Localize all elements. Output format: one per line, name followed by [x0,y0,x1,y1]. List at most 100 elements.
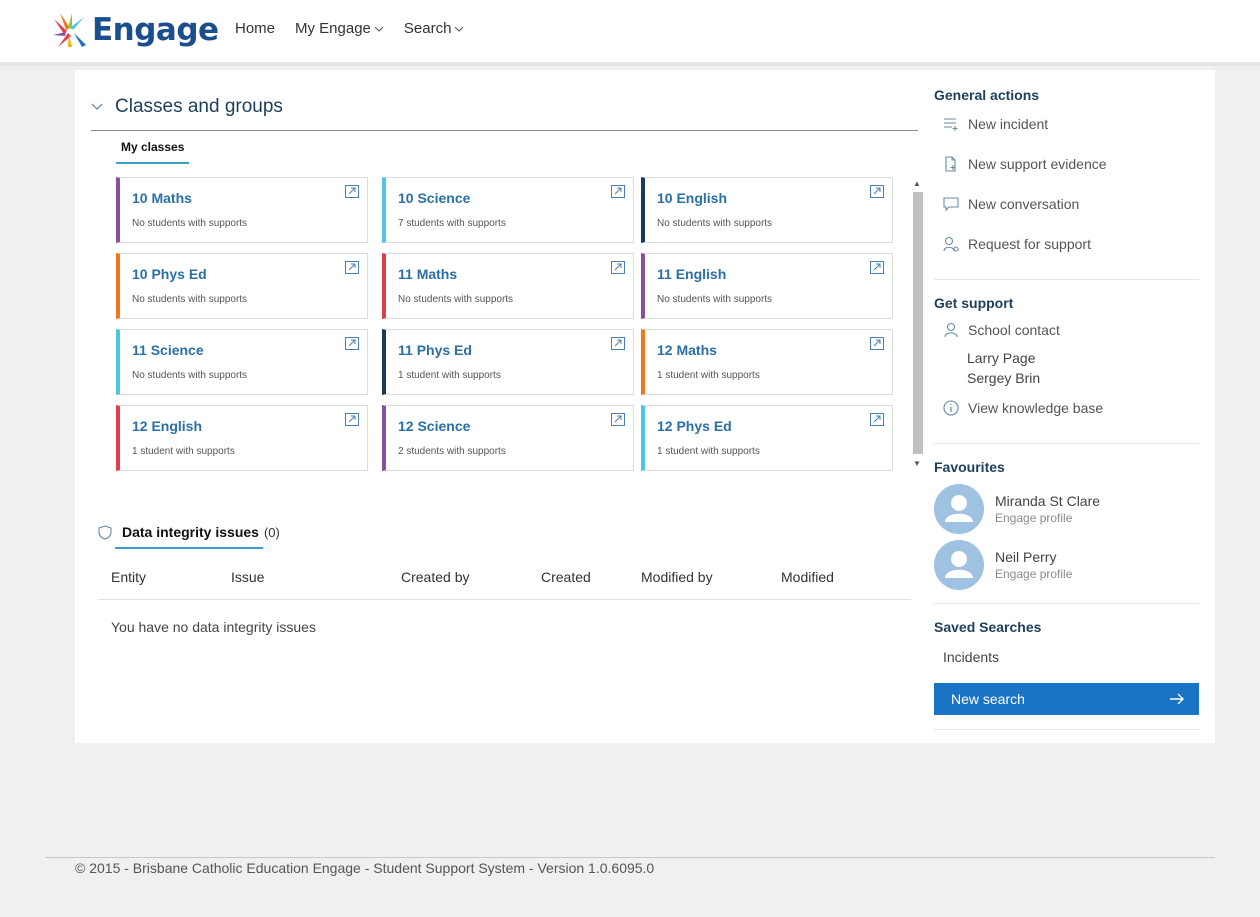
tab-my-classes[interactable]: My classes [116,140,190,164]
shield-icon [98,524,112,540]
scroll-up-icon[interactable]: ▲ [913,179,921,188]
favourite-item[interactable]: Miranda St Clare Engage profile [934,484,1100,534]
data-integrity-title: Data integrity issues [122,524,259,540]
class-card[interactable]: 10 English No students with supports [641,177,893,243]
table-divider [98,599,911,600]
class-card[interactable]: 12 English 1 student with supports [116,405,368,471]
open-external-icon[interactable] [611,185,625,198]
class-card[interactable]: 10 Science 7 students with supports [382,177,634,243]
tab-data-integrity[interactable]: Data integrity issues (0) [98,524,280,547]
document-add-icon [945,156,956,172]
divider [934,603,1199,604]
class-card-subtitle: No students with supports [132,294,248,305]
logo[interactable]: Engage [50,10,219,50]
column-header-created-by[interactable]: Created by [401,569,470,585]
nav-home[interactable]: Home [235,20,275,37]
favourite-name: Miranda St Clare [995,493,1101,509]
knowledge-base-label: View knowledge base [968,400,1104,416]
action-request-for-support[interactable]: Request for support [943,236,1091,252]
class-card[interactable]: 11 Science No students with supports [116,329,368,395]
action-new-support-evidence[interactable]: New support evidence [943,156,1107,172]
open-external-icon[interactable] [611,337,625,350]
open-external-icon[interactable] [870,261,884,274]
new-search-button[interactable]: New search [934,683,1199,715]
class-card-title: 12 English [132,418,203,434]
chevron-down-icon [374,26,384,32]
class-card-subtitle: No students with supports [657,218,773,229]
contact-name[interactable]: Larry Page [967,350,1036,366]
nav-my-engage[interactable]: My Engage [295,20,384,37]
section-divider [91,130,918,131]
class-card[interactable]: 12 Science 2 students with supports [382,405,634,471]
column-header-modified-by[interactable]: Modified by [641,569,713,585]
class-card-subtitle: 1 student with supports [398,370,501,381]
scrollbar-thumb[interactable] [913,192,923,454]
class-card[interactable]: 11 Phys Ed 1 student with supports [382,329,634,395]
class-card-subtitle: 1 student with supports [132,446,235,457]
class-card-title: 12 Maths [657,342,717,358]
favourites-title: Favourites [934,459,1005,475]
class-card[interactable]: 12 Phys Ed 1 student with supports [641,405,893,471]
class-card[interactable]: 12 Maths 1 student with supports [641,329,893,395]
classes-section-header[interactable]: Classes and groups [91,96,283,118]
main-panel: Classes and groups My classes 10 Maths N… [75,70,1215,743]
class-card-title: 10 English [657,190,728,206]
action-label: New support evidence [968,156,1107,172]
school-contact: School contact [943,322,1060,338]
divider [934,279,1199,280]
column-header-modified[interactable]: Modified [781,569,834,585]
saved-searches-title: Saved Searches [934,619,1042,635]
class-card-title: 10 Science [398,190,471,206]
nav-search[interactable]: Search [404,20,465,37]
class-card-title: 12 Science [398,418,471,434]
open-external-icon[interactable] [345,337,359,350]
open-external-icon[interactable] [870,337,884,350]
open-external-icon[interactable] [345,185,359,198]
avatar [934,484,984,534]
empty-message: You have no data integrity issues [111,619,316,635]
favourite-subtitle: Engage profile [995,567,1073,581]
scroll-down-icon[interactable]: ▼ [913,459,921,468]
column-header-created[interactable]: Created [541,569,591,585]
open-external-icon[interactable] [611,413,625,426]
view-knowledge-base-link[interactable]: View knowledge base [943,400,1103,416]
favourite-item[interactable]: Neil Perry Engage profile [934,540,1072,590]
avatar [934,540,984,590]
class-card[interactable]: 11 Maths No students with supports [382,253,634,319]
open-external-icon[interactable] [611,261,625,274]
action-new-incident[interactable]: New incident [943,116,1048,132]
favourite-name: Neil Perry [995,549,1057,565]
cards-scrollbar[interactable]: ▲ ▼ [910,178,926,472]
school-contact-label: School contact [968,322,1060,338]
class-card-title: 11 English [657,266,727,282]
class-card[interactable]: 10 Maths No students with supports [116,177,368,243]
chevron-down-icon[interactable] [91,103,103,111]
engage-logo-icon [53,13,86,47]
class-card-title: 10 Phys Ed [132,266,207,282]
info-icon [943,400,959,416]
saved-search-item[interactable]: Incidents [943,649,1000,665]
open-external-icon[interactable] [870,413,884,426]
class-card[interactable]: 10 Phys Ed No students with supports [116,253,368,319]
open-external-icon[interactable] [870,185,884,198]
contact-name[interactable]: Sergey Brin [967,370,1041,386]
column-header-issue[interactable]: Issue [231,569,265,585]
class-card[interactable]: 11 English No students with supports [641,253,893,319]
class-card-subtitle: 1 student with supports [657,370,760,381]
column-header-entity[interactable]: Entity [111,569,147,585]
main-nav: Home My Engage Search [235,20,484,37]
nav-my-engage-label: My Engage [295,20,371,37]
favourite-subtitle: Engage profile [995,511,1073,525]
user-avatar-icon [945,495,973,522]
general-actions-title: General actions [934,87,1040,103]
new-search-label: New search [951,691,1025,707]
action-new-conversation[interactable]: New conversation [943,196,1079,212]
list-add-icon [944,118,958,131]
open-external-icon[interactable] [345,261,359,274]
section-title: Classes and groups [115,96,283,117]
footer-text: © 2015 - Brisbane Catholic Education Eng… [75,860,655,876]
open-external-icon[interactable] [345,413,359,426]
get-support-title: Get support [934,295,1014,311]
nav-search-label: Search [403,20,452,37]
class-card-subtitle: No students with supports [132,370,248,381]
